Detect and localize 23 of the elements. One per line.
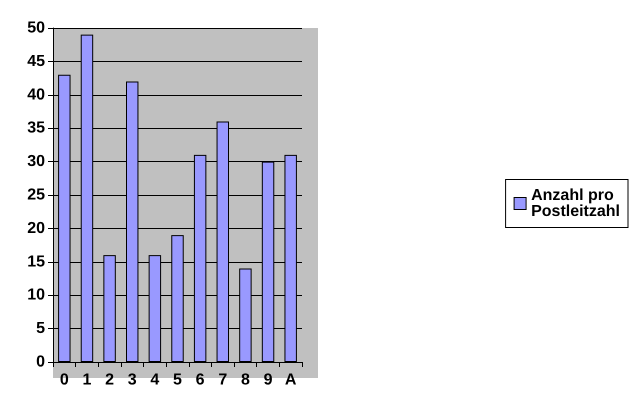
x-tick-label: 1 [82,372,92,388]
y-tick-label: 20 [27,220,46,237]
y-tick-label: 10 [27,286,46,304]
x-tick-label: 5 [173,372,182,388]
y-tick-label: 35 [27,120,46,137]
y-tick-label: 25 [27,186,46,204]
y-tick-label: 5 [36,320,46,338]
x-tick-label: 0 [60,372,69,388]
y-tick-label: 40 [27,86,46,104]
x-tick-label: 2 [105,372,114,388]
x-tick-label: 3 [128,372,137,388]
y-tick-label: 0 [36,354,46,370]
x-tick-label: 6 [196,372,205,388]
legend-label: Anzahl pro Postleitzahl [531,187,620,220]
x-tick-label: A [284,372,297,388]
y-tick-label: 15 [27,253,46,270]
x-tick-label: 9 [264,372,273,388]
y-tick-label: 50 [27,20,46,36]
y-tick-label: 30 [27,153,46,170]
y-tick-label: 45 [27,52,46,70]
x-tick-label: 8 [240,372,250,388]
x-tick-label: 4 [150,372,160,388]
x-tick-label: 7 [218,372,228,388]
